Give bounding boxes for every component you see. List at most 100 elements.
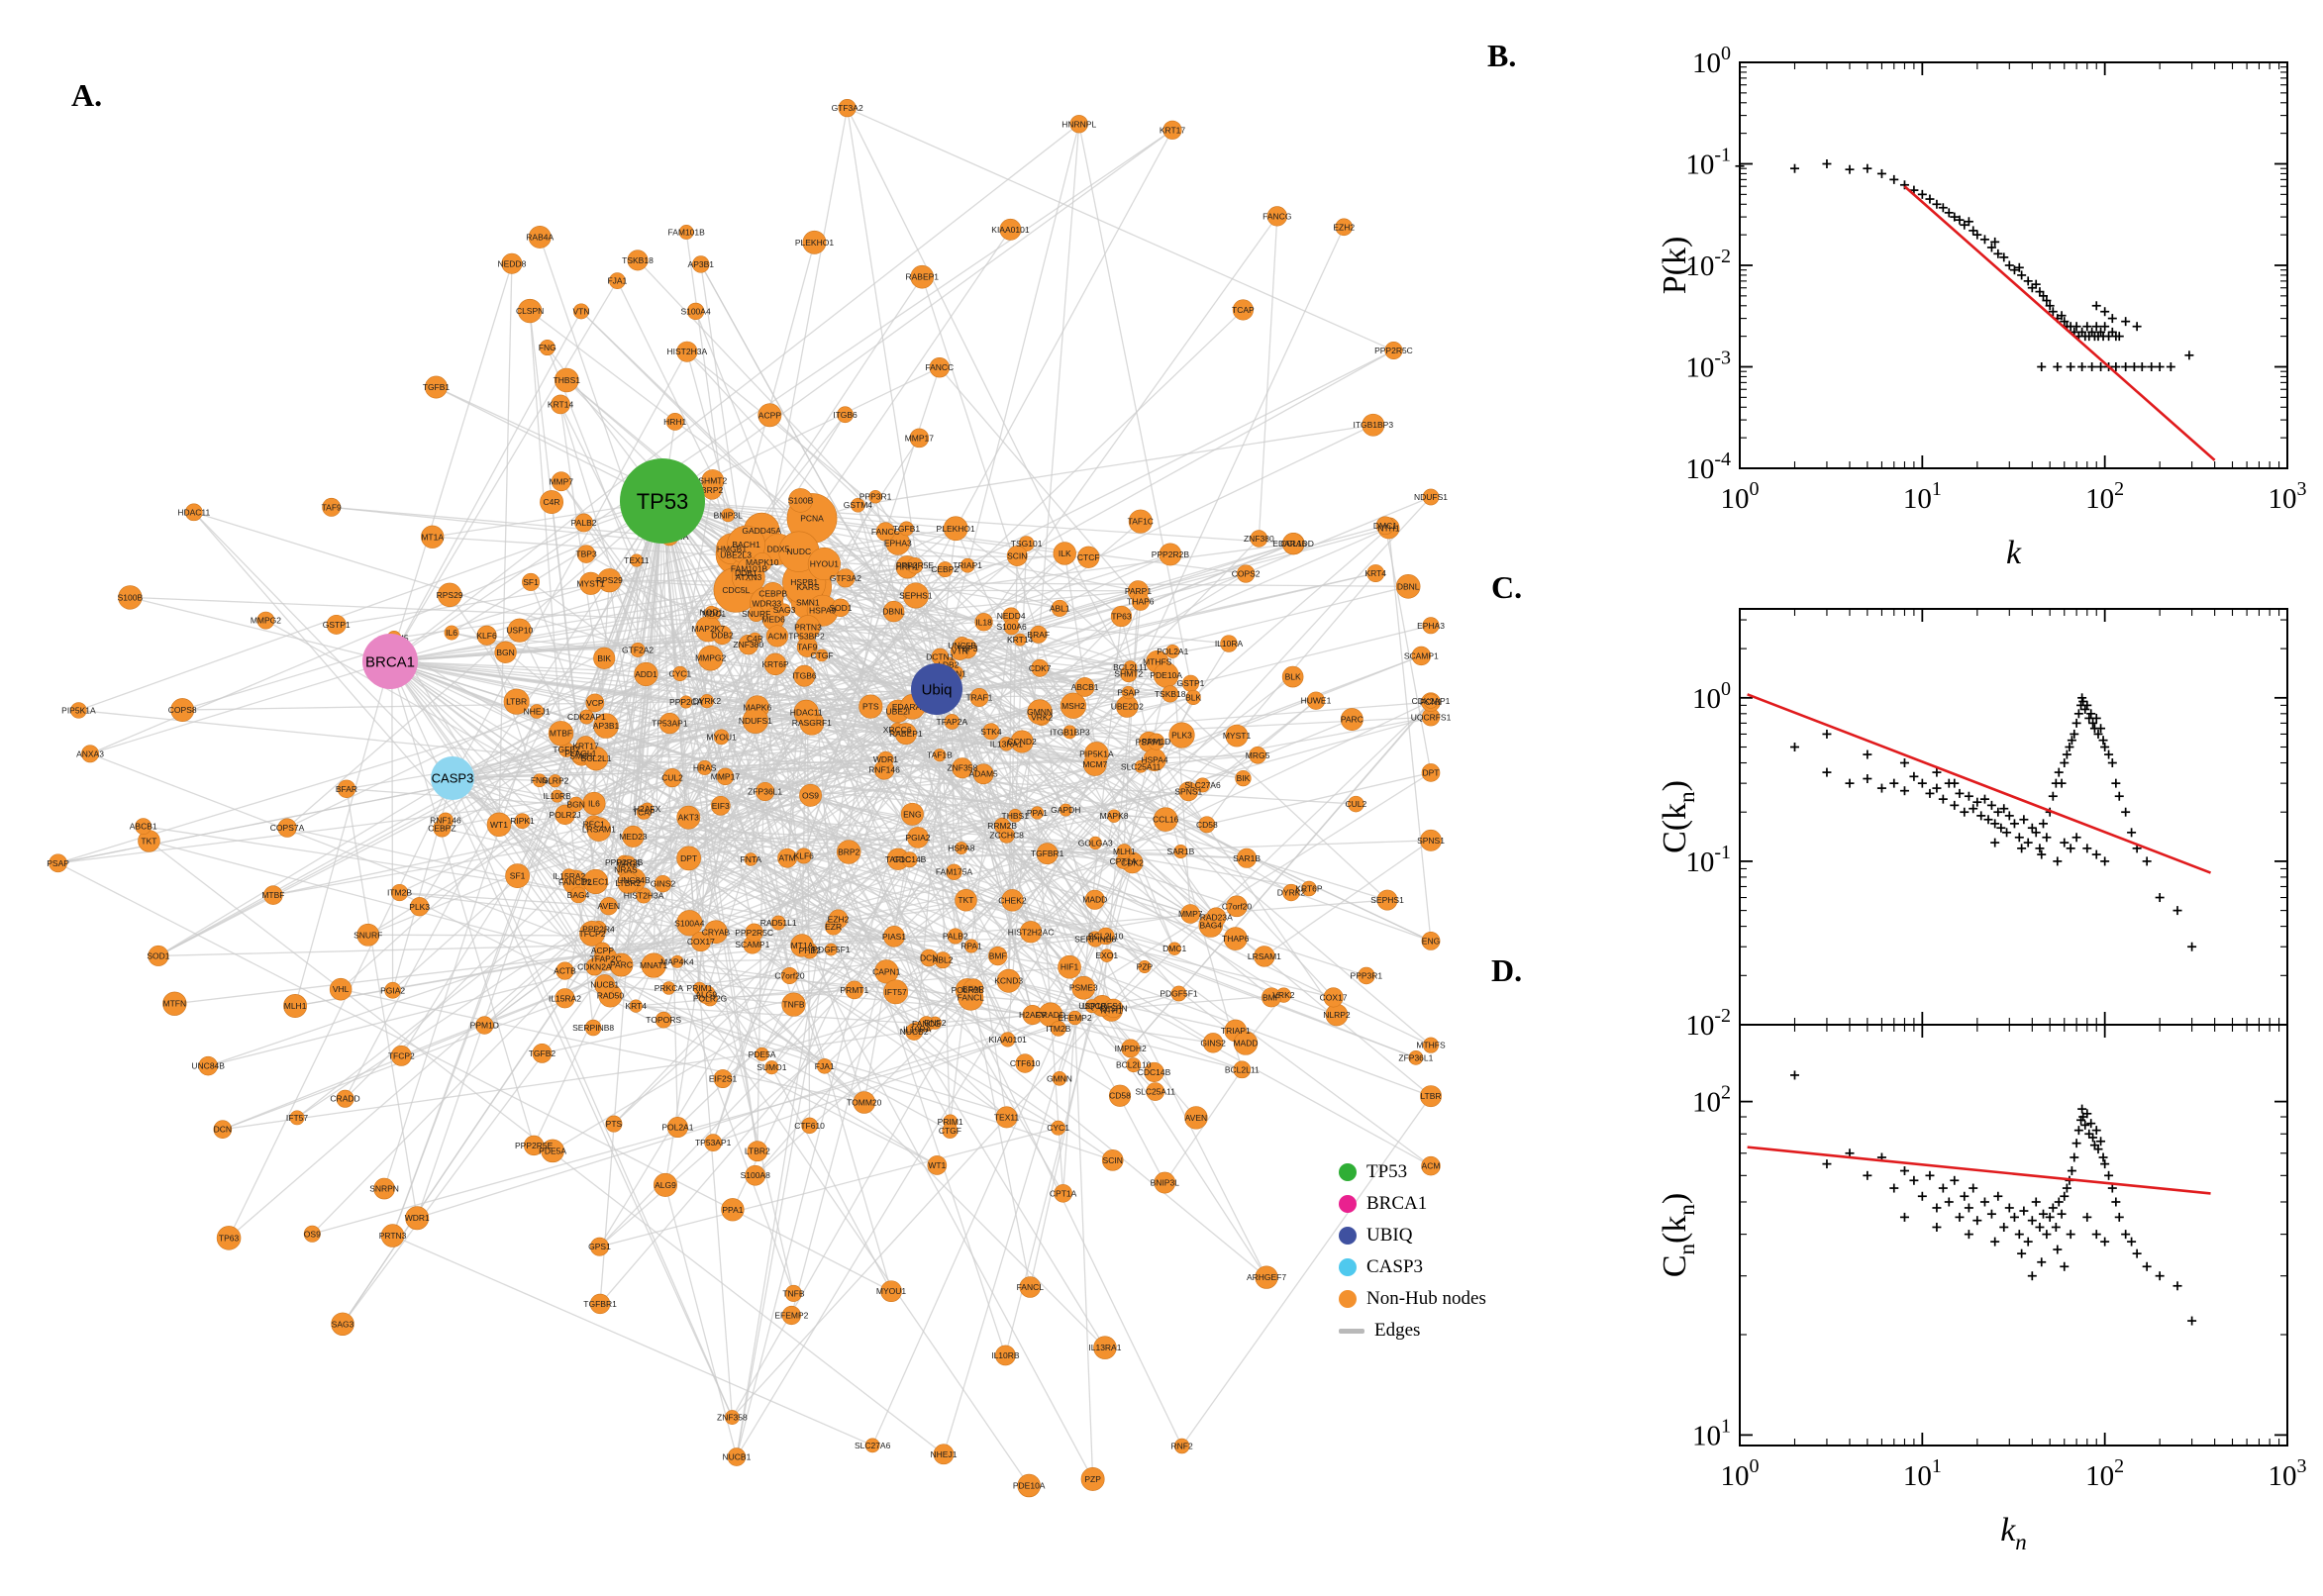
network-node — [933, 1444, 955, 1465]
node-label: CYC1 — [1047, 1123, 1069, 1133]
network-node — [1226, 895, 1248, 918]
node-label: HIF1 — [1060, 962, 1079, 972]
network-node — [749, 632, 761, 646]
network-node — [585, 693, 605, 713]
network-node — [1420, 1085, 1442, 1108]
network-node — [721, 1198, 745, 1222]
node-label: ACTB — [554, 966, 576, 976]
node-label: CEBPZ — [931, 564, 959, 574]
network-node — [894, 723, 917, 746]
network-node — [704, 605, 719, 620]
node-label: MMP7 — [549, 476, 573, 486]
node-label: MYST1 — [1223, 731, 1252, 741]
network-node — [1249, 747, 1266, 764]
node-label: TRIAP1 — [1221, 1026, 1251, 1036]
network-node — [532, 773, 547, 788]
node-label: MAP4K4 — [660, 956, 694, 966]
node-label: NUCB2 — [900, 1027, 929, 1037]
node-label: KARS — [796, 582, 819, 592]
node-label: EFEMP2 — [774, 1310, 808, 1320]
node-label: MADD — [1233, 1039, 1258, 1048]
node-label: PPP3R1 — [1351, 970, 1383, 980]
node-label: BMF — [989, 951, 1007, 961]
node-label: USP10 — [506, 626, 533, 636]
network-node — [676, 805, 701, 830]
network-node — [999, 218, 1022, 241]
node-label: CD58 — [1196, 820, 1218, 830]
network-node — [1282, 533, 1305, 555]
node-label: EXO1 — [1095, 950, 1118, 960]
node-label: BCL2L10 — [1088, 931, 1124, 941]
network-node — [494, 641, 517, 663]
network-node — [551, 789, 564, 803]
y-tick-label: 10-4 — [1685, 449, 1731, 485]
node-label: PLEC1 — [582, 876, 609, 886]
node-label: PDGF5F1 — [812, 945, 851, 954]
node-label: SNURF — [354, 930, 382, 940]
node-label: DDB1 — [735, 568, 758, 578]
network-node — [1168, 722, 1195, 748]
node-label: DCN — [214, 1125, 232, 1135]
network-node — [213, 1120, 233, 1139]
legend-item-label: Edges — [1374, 1320, 1421, 1341]
node-label: BIK — [597, 653, 611, 663]
node-label: SERPINB8 — [572, 1023, 614, 1033]
node-label: PRIM1 — [687, 983, 713, 993]
node-label: MTHFS — [1143, 656, 1172, 666]
node-label: FNG — [531, 775, 549, 785]
node-label: ITGB6 — [833, 410, 858, 420]
node-label: ACM — [1422, 1161, 1441, 1171]
node-label: TSKB18 — [1155, 689, 1186, 699]
node-label: UNC5B — [948, 641, 976, 650]
node-label: NLRP2 — [1323, 1010, 1351, 1020]
node-label: EDARADD — [1272, 539, 1314, 549]
node-label: HIST2H2AC — [1008, 927, 1055, 937]
node-label: KRT4 — [1364, 568, 1386, 578]
node-label: CDK2AP1 — [1412, 696, 1451, 706]
network-node — [1422, 488, 1440, 506]
network-node — [1088, 836, 1102, 850]
network-node — [1301, 880, 1317, 897]
hub-node-casp3 — [431, 756, 474, 800]
network-node — [329, 977, 353, 1001]
node-label: SLC27A6 — [1184, 780, 1221, 790]
network-node — [1013, 633, 1027, 647]
node-label: TKT — [958, 895, 973, 905]
node-label: CCL16 — [1280, 539, 1307, 549]
network-node — [390, 1045, 412, 1066]
node-label: BACH1 — [732, 540, 760, 549]
node-label: EPHA3 — [1417, 621, 1445, 631]
fit-line — [1903, 185, 2216, 461]
network-node — [845, 980, 864, 1000]
network-node — [437, 582, 462, 608]
node-label: IFT57 — [885, 987, 907, 997]
node-label: OS9 — [304, 1229, 321, 1239]
network-node — [1281, 665, 1304, 688]
network-node — [554, 367, 579, 393]
node-label: UBE2D2 — [1111, 702, 1144, 712]
x-tick-label: 103 — [2269, 478, 2307, 515]
node-label: HRH1 — [896, 562, 919, 572]
node-label: PPP2R5E — [515, 1141, 554, 1150]
network-node — [283, 994, 308, 1018]
network-node — [1036, 843, 1059, 865]
node-label: KCND3 — [994, 976, 1023, 986]
network-node — [801, 1117, 818, 1135]
node-label: NRAS — [614, 864, 638, 874]
node-label: BNIP3L — [1151, 1178, 1180, 1188]
y-tick-label: 10-2 — [1685, 1005, 1731, 1042]
network-node — [1202, 1033, 1224, 1053]
node-label: EZH2 — [1333, 222, 1355, 232]
node-label: PPP3R1 — [859, 492, 892, 502]
x-tick-label: 102 — [2085, 478, 2124, 515]
node-label: DBNL — [1397, 581, 1420, 591]
network-node — [918, 1016, 935, 1033]
node-label: SPNS1 — [1174, 786, 1202, 796]
node-label: SEPHS1 — [1370, 895, 1404, 905]
node-label: TP63 — [219, 1233, 240, 1243]
node-label: LTBR — [1420, 1091, 1441, 1101]
x-tick-label: 101 — [1903, 1455, 1942, 1492]
network-node — [1348, 795, 1364, 813]
network-node — [1262, 987, 1281, 1008]
